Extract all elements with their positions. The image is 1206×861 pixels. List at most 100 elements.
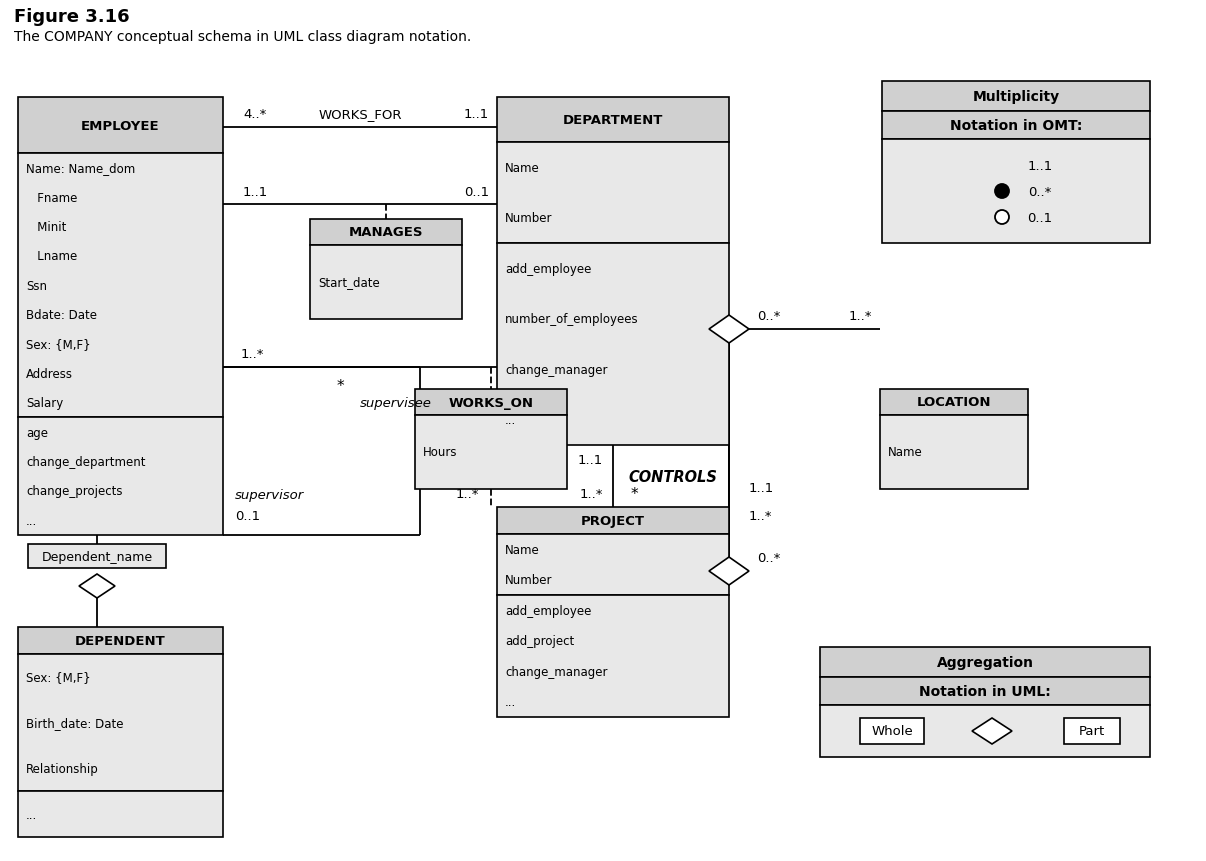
Text: EMPLOYEE: EMPLOYEE (81, 120, 160, 133)
Text: The COMPANY conceptual schema in UML class diagram notation.: The COMPANY conceptual schema in UML cla… (14, 30, 472, 44)
Bar (880, 389, 1028, 416)
Bar (497, 143, 728, 244)
Text: Address: Address (27, 368, 74, 381)
Bar (497, 535, 728, 595)
Bar (310, 220, 462, 245)
Circle shape (995, 185, 1009, 199)
Text: Notation in OMT:: Notation in OMT: (950, 119, 1082, 133)
Text: ...: ... (27, 808, 37, 821)
Text: Multiplicity: Multiplicity (972, 90, 1060, 104)
Text: Number: Number (505, 573, 552, 586)
Text: 0..1: 0..1 (464, 185, 488, 198)
Text: Aggregation: Aggregation (937, 655, 1034, 669)
Text: LOCATION: LOCATION (917, 396, 991, 409)
Text: Minit: Minit (27, 220, 66, 233)
Text: ...: ... (27, 514, 37, 527)
Text: 1..*: 1..* (749, 509, 773, 522)
Circle shape (995, 211, 1009, 225)
Text: Birth_date: Date: Birth_date: Date (27, 716, 123, 729)
Text: DEPARTMENT: DEPARTMENT (563, 114, 663, 127)
Text: *: * (336, 378, 344, 393)
Bar (18, 154, 223, 418)
Text: 0..*: 0..* (757, 551, 780, 564)
Text: Bdate: Date: Bdate: Date (27, 309, 96, 322)
Bar (882, 82, 1151, 112)
Text: Name: Name (505, 162, 540, 175)
Text: 1..1: 1..1 (464, 108, 488, 121)
Text: PROJECT: PROJECT (581, 514, 645, 528)
Bar (28, 544, 166, 568)
Text: Sex: {M,F}: Sex: {M,F} (27, 671, 90, 684)
Bar (415, 416, 567, 489)
Text: change_manager: change_manager (505, 665, 608, 678)
Text: change_manager: change_manager (505, 363, 608, 376)
Bar (18, 418, 223, 536)
Polygon shape (709, 316, 749, 344)
Bar (1064, 718, 1120, 744)
Bar (497, 507, 728, 535)
Text: Salary: Salary (27, 397, 63, 410)
Text: WORKS_FOR: WORKS_FOR (318, 108, 402, 121)
Bar (820, 678, 1151, 705)
Polygon shape (80, 574, 115, 598)
Text: Start_date: Start_date (318, 276, 380, 289)
Text: MANAGES: MANAGES (349, 226, 423, 239)
Text: 1..*: 1..* (241, 348, 264, 361)
Text: 1..*: 1..* (456, 488, 479, 501)
Bar (497, 595, 728, 717)
Text: Figure 3.16: Figure 3.16 (14, 8, 129, 26)
Text: 1..*: 1..* (849, 309, 872, 322)
Text: Whole: Whole (871, 725, 913, 738)
Text: 1..1: 1..1 (1028, 159, 1053, 172)
Text: WORKS_ON: WORKS_ON (449, 396, 533, 409)
Bar (415, 389, 567, 416)
Bar (497, 244, 728, 445)
Text: change_projects: change_projects (27, 485, 123, 498)
Polygon shape (709, 557, 749, 585)
Bar (820, 647, 1151, 678)
Text: 0..*: 0..* (757, 309, 780, 322)
Text: ...: ... (505, 696, 516, 709)
Bar (310, 245, 462, 319)
Text: Name: Name (505, 543, 540, 556)
Text: Name: Name_dom: Name: Name_dom (27, 162, 135, 175)
Bar (18, 791, 223, 837)
Text: Relationship: Relationship (27, 762, 99, 775)
Text: Lname: Lname (27, 250, 77, 263)
Text: 0..1: 0..1 (1028, 211, 1053, 224)
Text: CONTROLS: CONTROLS (628, 469, 718, 484)
Text: 1..*: 1..* (580, 488, 603, 501)
Text: DEPENDENT: DEPENDENT (75, 635, 166, 647)
Text: number_of_employees: number_of_employees (505, 313, 639, 325)
Bar (497, 98, 728, 143)
Text: Dependent_name: Dependent_name (41, 550, 153, 563)
Text: Sex: {M,F}: Sex: {M,F} (27, 338, 90, 351)
Text: ...: ... (505, 414, 516, 427)
Text: Ssn: Ssn (27, 280, 47, 293)
Text: Number: Number (505, 212, 552, 225)
Text: Part: Part (1079, 725, 1105, 738)
Text: 4..*: 4..* (242, 108, 267, 121)
Bar (18, 98, 223, 154)
Text: Fname: Fname (27, 191, 77, 204)
Bar (18, 654, 223, 791)
Text: add_employee: add_employee (505, 604, 591, 617)
Text: change_department: change_department (27, 455, 146, 468)
Text: add_project: add_project (505, 635, 574, 647)
Bar (18, 628, 223, 654)
Bar (820, 705, 1151, 757)
Text: 1..1: 1..1 (242, 185, 268, 198)
Text: Hours: Hours (423, 446, 457, 459)
Text: *: * (631, 487, 639, 502)
Text: add_employee: add_employee (505, 263, 591, 276)
Text: 1..1: 1..1 (578, 454, 603, 467)
Bar (860, 718, 924, 744)
Polygon shape (972, 718, 1012, 744)
Text: supervisee: supervisee (361, 396, 432, 409)
Text: 1..1: 1..1 (749, 482, 774, 495)
Text: age: age (27, 426, 48, 439)
Bar (882, 112, 1151, 139)
Bar (882, 139, 1151, 244)
Text: Name: Name (888, 446, 923, 459)
Text: 0..1: 0..1 (235, 509, 260, 522)
